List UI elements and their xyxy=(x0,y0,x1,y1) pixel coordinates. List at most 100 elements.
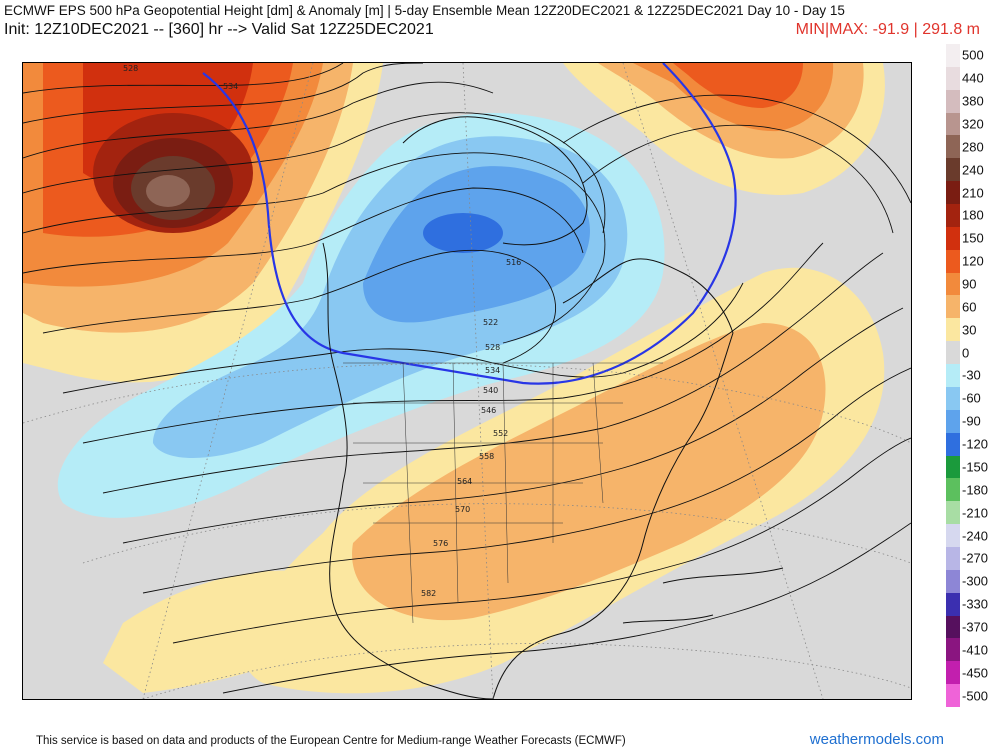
legend-swatch xyxy=(946,272,960,296)
legend-label: 90 xyxy=(962,276,977,292)
legend-label: 30 xyxy=(962,322,977,338)
legend-swatch xyxy=(946,409,960,433)
legend-label: 150 xyxy=(962,230,984,246)
legend-entry: 210 xyxy=(942,181,1000,205)
contour-label: 552 xyxy=(493,429,508,438)
map-canvas: 528 534 516 522 528 534 540 546 552 558 … xyxy=(23,63,911,699)
legend-label: -180 xyxy=(962,482,989,498)
legend-swatch xyxy=(946,661,960,685)
chart-title: ECMWF EPS 500 hPa Geopotential Height [d… xyxy=(4,3,845,18)
legend-entry: -500 xyxy=(942,684,1000,707)
legend-label: 210 xyxy=(962,185,984,201)
legend-swatch xyxy=(946,341,960,365)
legend-swatch xyxy=(946,432,960,456)
legend-entry: -120 xyxy=(942,432,1000,456)
legend-label: -120 xyxy=(962,436,989,452)
legend-entry: 500 xyxy=(942,44,1000,67)
legend-entry: 0 xyxy=(942,341,1000,365)
legend-swatch xyxy=(946,295,960,319)
legend-swatch xyxy=(946,592,960,616)
legend-label: 280 xyxy=(962,139,984,155)
legend-entry: -90 xyxy=(942,409,1000,433)
legend-label: 180 xyxy=(962,207,984,223)
legend-entry: 150 xyxy=(942,226,1000,250)
legend-entry: -240 xyxy=(942,524,1000,547)
legend-swatch xyxy=(946,386,960,410)
legend-swatch xyxy=(946,249,960,273)
contour-label: 546 xyxy=(481,406,496,415)
legend-label: -500 xyxy=(962,688,989,704)
legend-entry: 90 xyxy=(942,272,1000,296)
contour-label: 564 xyxy=(457,477,472,486)
legend-swatch xyxy=(946,318,960,342)
legend-label: -30 xyxy=(962,367,981,383)
contour-540-highlight xyxy=(202,63,737,385)
legend-swatch xyxy=(946,158,960,182)
legend-label: -240 xyxy=(962,528,989,544)
legend-label: -90 xyxy=(962,413,981,429)
legend-entry: 60 xyxy=(942,295,1000,319)
legend-entry: -150 xyxy=(942,455,1000,479)
legend-entry: 380 xyxy=(942,89,1000,113)
legend-entry: -270 xyxy=(942,546,1000,570)
legend-label: -270 xyxy=(962,550,989,566)
contour-label: 576 xyxy=(433,539,448,548)
legend-label: -410 xyxy=(962,642,989,658)
contour-label: 540 xyxy=(483,386,498,395)
legend-entry: -330 xyxy=(942,592,1000,616)
legend-label: -370 xyxy=(962,619,989,635)
legend-swatch xyxy=(946,204,960,227)
legend-swatch xyxy=(946,112,960,136)
legend-entry: -300 xyxy=(942,569,1000,593)
legend-label: -60 xyxy=(962,390,981,406)
graticule xyxy=(23,63,911,699)
legend-label: 60 xyxy=(962,299,977,315)
legend-swatch xyxy=(946,524,960,547)
contour-label: 528 xyxy=(485,343,500,352)
brand-link[interactable]: weathermodels.com xyxy=(809,731,944,748)
legend-label: 240 xyxy=(962,162,984,178)
legend-entry: 320 xyxy=(942,112,1000,136)
legend-swatch xyxy=(946,181,960,205)
legend-entry: 280 xyxy=(942,135,1000,159)
contour-label: 570 xyxy=(455,505,470,514)
legend-label: 120 xyxy=(962,253,984,269)
legend-entry: -60 xyxy=(942,386,1000,410)
legend-entry: -450 xyxy=(942,661,1000,685)
legend-swatch xyxy=(946,546,960,570)
attribution-text: This service is based on data and produc… xyxy=(36,735,626,747)
init-valid-line: Init: 12Z10DEC2021 -- [360] hr --> Valid… xyxy=(4,21,434,38)
legend-entry: 440 xyxy=(942,66,1000,90)
contour-label: 528 xyxy=(123,64,138,73)
contour-label: 582 xyxy=(421,589,436,598)
contour-label: 516 xyxy=(506,258,521,267)
anomaly-map: 528 534 516 522 528 534 540 546 552 558 … xyxy=(22,62,912,700)
legend-swatch xyxy=(946,478,960,502)
legend-label: -450 xyxy=(962,665,989,681)
legend-label: -150 xyxy=(962,459,989,475)
legend-entry: -370 xyxy=(942,615,1000,639)
legend-label: -330 xyxy=(962,596,989,612)
legend-label: 0 xyxy=(962,345,970,361)
contour-labels: 528 534 516 522 528 534 540 546 552 558 … xyxy=(123,64,521,598)
legend-swatch xyxy=(946,66,960,90)
legend-label: -210 xyxy=(962,505,989,521)
legend-swatch xyxy=(946,89,960,113)
legend-swatch xyxy=(946,615,960,639)
contour-label: 558 xyxy=(479,452,494,461)
legend-label: 320 xyxy=(962,116,984,132)
legend-entry: 120 xyxy=(942,249,1000,273)
height-contours xyxy=(23,63,911,694)
legend-label: 380 xyxy=(962,93,984,109)
legend-entry: -210 xyxy=(942,501,1000,525)
legend-entry: 240 xyxy=(942,158,1000,182)
legend-swatch xyxy=(946,684,960,707)
min-max-readout: MIN|MAX: -91.9 | 291.8 m xyxy=(795,21,980,38)
legend-entry: 180 xyxy=(942,204,1000,227)
legend-swatch xyxy=(946,226,960,250)
legend-swatch xyxy=(946,44,960,67)
legend-swatch xyxy=(946,135,960,159)
legend-entry: -30 xyxy=(942,364,1000,387)
contour-label: 522 xyxy=(483,318,498,327)
legend-entry: 30 xyxy=(942,318,1000,342)
